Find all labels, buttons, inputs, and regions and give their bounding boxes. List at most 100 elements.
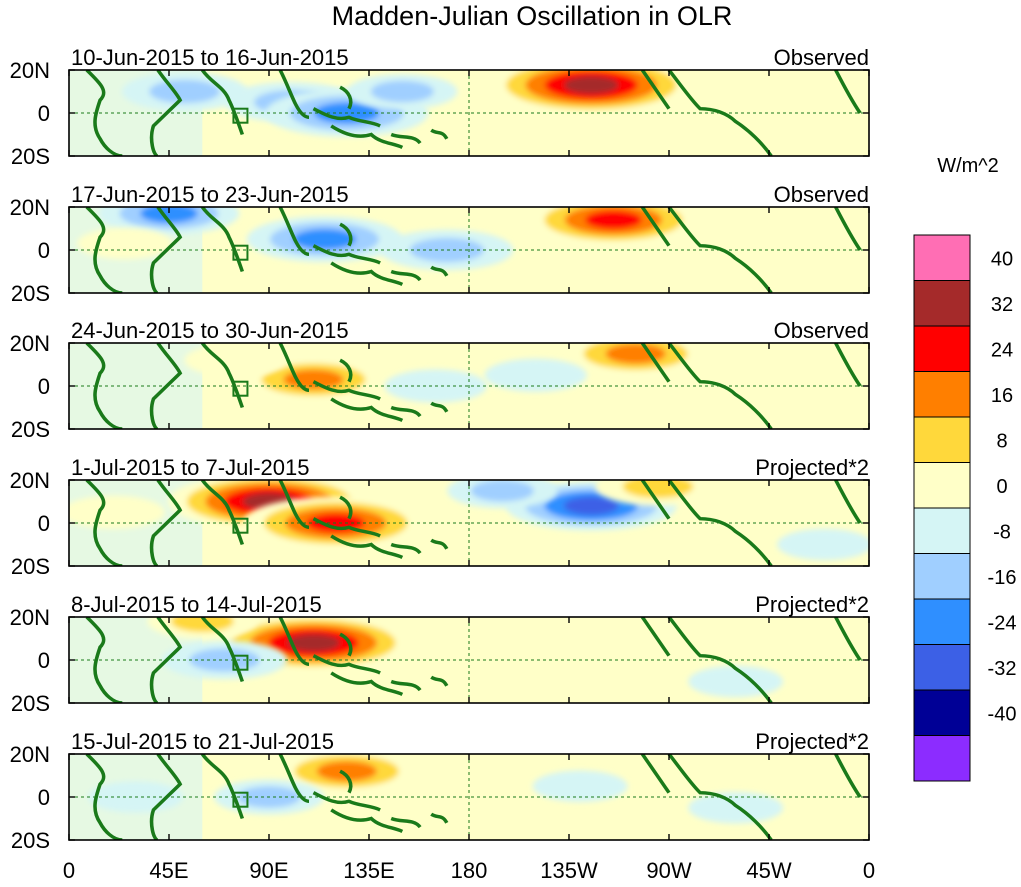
anomaly-contour [777, 227, 869, 260]
anomaly-contour [184, 343, 287, 377]
anomaly-6 [69, 495, 165, 529]
anomaly-contour [484, 358, 587, 392]
y-tick-label: 20S [11, 281, 50, 306]
colorbar-level-label: -24 [988, 613, 1017, 635]
colorbar-units-label: W/m^2 [937, 155, 999, 177]
y-tick-label: 20N [10, 331, 50, 356]
colorbar-level-label: 0 [996, 476, 1007, 498]
colorbar-swatch [913, 416, 971, 463]
colorbar-swatch [913, 644, 971, 691]
colorbar-level-label: -40 [988, 704, 1017, 726]
y-tick-label: 0 [38, 648, 50, 673]
colorbar-level-label: 24 [991, 340, 1013, 362]
anomaly-5 [486, 70, 696, 115]
anomaly-contour [409, 237, 484, 263]
colorbar-level-label: -32 [988, 658, 1017, 680]
colorbar-swatch [913, 598, 971, 645]
anomaly-contour [470, 480, 534, 502]
colorbar-level-label: 40 [991, 249, 1013, 271]
x-tick-label: 135E [343, 858, 394, 883]
y-tick-label: 0 [38, 374, 50, 399]
anomaly-contour [140, 207, 198, 224]
x-tick-label: 135W [540, 858, 598, 883]
anomaly-2 [246, 216, 403, 263]
y-tick-label: 20S [11, 691, 50, 716]
panel-date-label: 24-Jun-2015 to 30-Jun-2015 [71, 318, 349, 343]
y-tick-label: 0 [38, 101, 50, 126]
panel-3: 20N 0 20S 24-Jun-2015 to 30-Jun-2015 Observe… [10, 318, 870, 442]
panel-kind-label: Projected*2 [755, 592, 869, 617]
x-tick-label: 0 [63, 858, 75, 883]
anomaly-contour [316, 761, 377, 782]
y-tick-label: 0 [38, 511, 50, 536]
colorbar-level-label: 8 [996, 431, 1007, 453]
anomaly-4 [466, 633, 561, 665]
anomaly-contour [77, 227, 172, 260]
panel-date-label: 17-Jun-2015 to 23-Jun-2015 [71, 182, 349, 207]
anomaly-4 [532, 770, 628, 802]
y-tick-label: 0 [38, 238, 50, 263]
anomaly-contour [532, 770, 628, 802]
anomaly-5 [595, 480, 721, 506]
panel-kind-label: Observed [774, 318, 869, 343]
panel-5: 20N 0 20S 8-Jul-2015 to 14-Jul-2015 Projecte… [10, 592, 870, 716]
anomaly-contour [605, 343, 666, 364]
anomaly-2 [184, 343, 287, 377]
x-tick-label: 0 [863, 858, 875, 883]
index-region-box [232, 791, 249, 808]
colorbar-swatch [913, 280, 971, 327]
anomaly-contour [286, 633, 340, 652]
anomaly-contour [293, 228, 356, 250]
anomaly-contour [563, 76, 619, 95]
index-region-box [232, 107, 249, 124]
panel-1: 20N 0 20S 10-Jun-2015 to 16-Jun-2015 Observe… [10, 45, 870, 169]
index-region-box [232, 654, 249, 671]
panel-date-label: 15-Jul-2015 to 21-Jul-2015 [71, 729, 334, 754]
index-region-box [232, 380, 249, 397]
index-region-box [232, 517, 249, 534]
x-tick-label: 90E [249, 858, 288, 883]
anomaly-contour [777, 528, 869, 561]
anomaly-5 [580, 623, 669, 654]
x-tick-label: 45W [746, 858, 791, 883]
colorbar-swatch [913, 325, 971, 372]
anomaly-5 [484, 358, 587, 392]
y-tick-label: 0 [38, 785, 50, 810]
colorbar: W/m^2 40 32 24 16 8 0 -8 -16 -24 -32 -40 [913, 155, 1017, 782]
panel-6: 20N 0 20S 15-Jul-2015 to 21-Jul-2015 Project… [10, 729, 870, 853]
colorbar-swatch [913, 689, 971, 736]
colorbar-level-label: 16 [991, 385, 1013, 407]
colorbar-level-label: -16 [988, 567, 1017, 589]
y-tick-label: 20S [11, 828, 50, 853]
panel-kind-label: Projected*2 [755, 455, 869, 480]
anomaly-contour [149, 79, 220, 104]
anomaly-4 [347, 74, 458, 109]
anomaly-5 [688, 792, 784, 824]
y-tick-label: 20N [10, 742, 50, 767]
y-tick-label: 20S [11, 554, 50, 579]
panel-4: 20N 0 20S 1-Jul-2015 to 7-Jul-2015 Projected… [10, 455, 870, 579]
panel-kind-label: Observed [774, 45, 869, 70]
anomaly-3 [380, 229, 514, 271]
index-region-box [232, 244, 249, 261]
colorbar-level-label: 32 [991, 294, 1013, 316]
x-tick-label: 90W [646, 858, 691, 883]
colorbar-swatch [913, 553, 971, 600]
panel-date-label: 1-Jul-2015 to 7-Jul-2015 [71, 455, 309, 480]
anomaly-contour [622, 480, 694, 499]
colorbar-level-label: -8 [993, 522, 1011, 544]
y-tick-label: 20S [11, 417, 50, 442]
anomaly-contour [466, 633, 561, 665]
anomaly-3 [161, 640, 288, 680]
colorbar-swatch [913, 462, 971, 509]
colorbar-swatch [913, 234, 971, 281]
anomaly-contour [585, 210, 642, 230]
panel-date-label: 10-Jun-2015 to 16-Jun-2015 [71, 45, 349, 70]
anomaly-6 [777, 227, 869, 260]
y-tick-label: 20N [10, 195, 50, 220]
panels: 20N 0 20S 10-Jun-2015 to 16-Jun-2015 Observe… [10, 45, 870, 853]
colorbar-swatch [913, 507, 971, 554]
y-tick-label: 20N [10, 605, 50, 630]
anomaly-contour [170, 617, 234, 633]
